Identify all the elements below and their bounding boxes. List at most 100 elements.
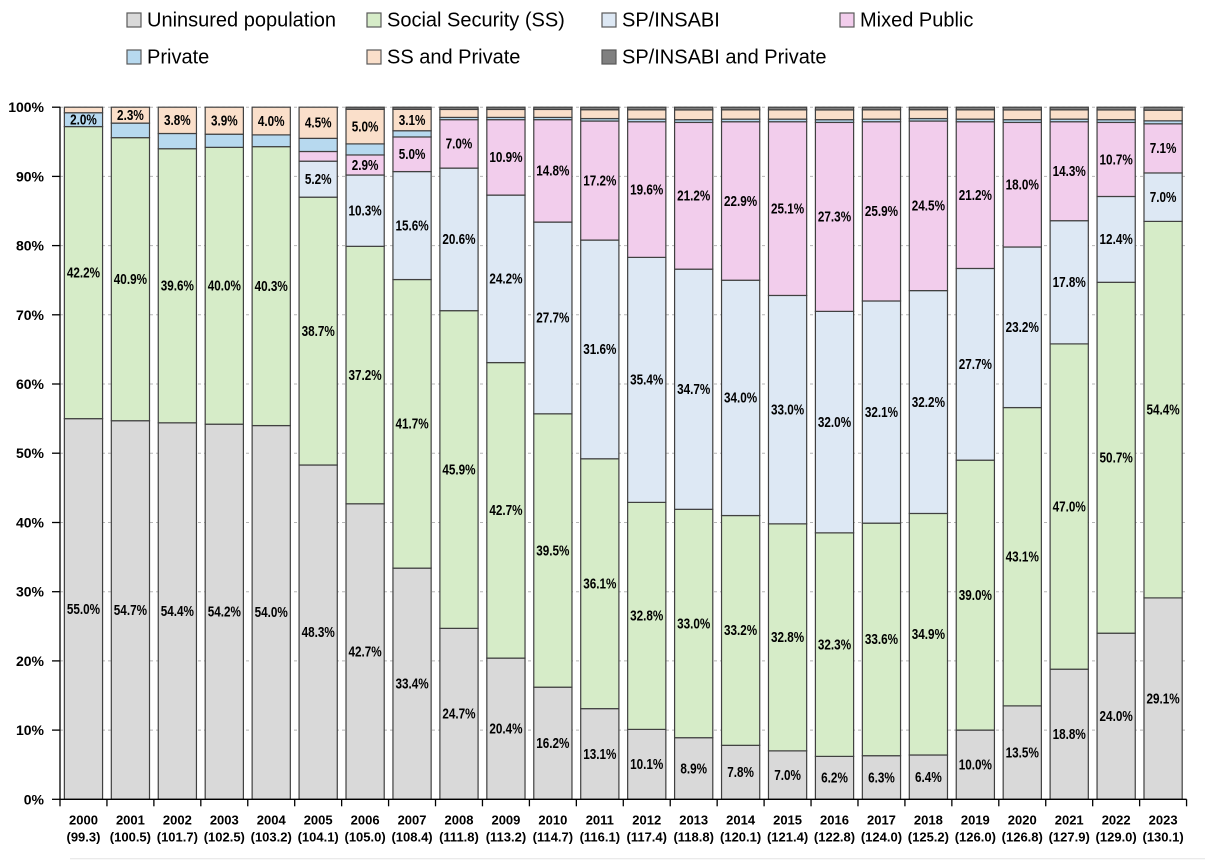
svg-text:32.1%: 32.1% (865, 405, 898, 421)
svg-text:45.9%: 45.9% (442, 462, 475, 478)
svg-text:27.3%: 27.3% (818, 210, 851, 226)
svg-text:(125.2): (125.2) (908, 830, 949, 845)
svg-text:40%: 40% (16, 515, 45, 531)
svg-text:2017: 2017 (867, 813, 896, 828)
svg-text:32.2%: 32.2% (912, 395, 945, 411)
svg-text:7.8%: 7.8% (727, 765, 754, 781)
svg-text:2006: 2006 (351, 813, 380, 828)
svg-text:4.0%: 4.0% (258, 114, 285, 130)
svg-text:24.0%: 24.0% (1100, 709, 1133, 725)
svg-text:18.8%: 18.8% (1053, 727, 1086, 743)
svg-text:18.0%: 18.0% (1006, 178, 1039, 194)
svg-text:3.9%: 3.9% (211, 114, 238, 130)
svg-text:2009: 2009 (491, 813, 520, 828)
svg-text:(113.2): (113.2) (486, 830, 526, 845)
svg-text:50%: 50% (16, 445, 45, 461)
svg-text:24.7%: 24.7% (442, 707, 475, 723)
svg-text:42.7%: 42.7% (349, 644, 382, 660)
svg-text:100%: 100% (8, 99, 44, 115)
svg-text:60%: 60% (16, 376, 45, 392)
svg-text:33.0%: 33.0% (771, 402, 804, 418)
svg-text:10%: 10% (16, 722, 45, 738)
svg-text:24.5%: 24.5% (912, 199, 945, 215)
svg-text:21.2%: 21.2% (677, 189, 710, 205)
svg-text:2004: 2004 (257, 813, 287, 828)
svg-text:37.2%: 37.2% (349, 368, 382, 384)
svg-text:2.9%: 2.9% (352, 158, 379, 174)
svg-text:2012: 2012 (632, 813, 661, 828)
svg-text:31.6%: 31.6% (583, 342, 616, 358)
svg-text:2015: 2015 (773, 813, 802, 828)
svg-text:(105.0): (105.0) (345, 830, 386, 845)
svg-text:2007: 2007 (398, 813, 427, 828)
svg-text:Mixed Public: Mixed Public (860, 10, 973, 32)
svg-text:34.0%: 34.0% (724, 391, 757, 407)
svg-text:(108.4): (108.4) (391, 830, 432, 845)
svg-text:40.9%: 40.9% (114, 272, 147, 288)
svg-text:10.9%: 10.9% (489, 150, 522, 166)
svg-text:7.0%: 7.0% (774, 768, 801, 784)
svg-text:47.0%: 47.0% (1053, 499, 1086, 515)
svg-text:6.2%: 6.2% (821, 771, 848, 787)
svg-text:5.0%: 5.0% (352, 119, 379, 135)
svg-text:20%: 20% (16, 653, 45, 669)
svg-text:(130.1): (130.1) (1142, 830, 1183, 845)
svg-text:33.2%: 33.2% (724, 623, 757, 639)
svg-text:2.3%: 2.3% (117, 108, 144, 124)
svg-text:27.7%: 27.7% (959, 357, 992, 373)
svg-text:23.2%: 23.2% (1006, 320, 1039, 336)
svg-text:(114.7): (114.7) (533, 830, 573, 845)
svg-text:4.5%: 4.5% (305, 116, 332, 132)
svg-text:24.2%: 24.2% (489, 272, 522, 288)
svg-text:(118.8): (118.8) (673, 830, 713, 845)
svg-text:17.2%: 17.2% (583, 173, 616, 189)
svg-text:2016: 2016 (820, 813, 849, 828)
svg-text:42.7%: 42.7% (489, 503, 522, 519)
svg-text:(116.1): (116.1) (580, 830, 620, 845)
svg-text:16.2%: 16.2% (536, 736, 569, 752)
svg-text:2.0%: 2.0% (70, 112, 97, 128)
svg-text:SP/INSABI and Private: SP/INSABI and Private (622, 47, 827, 69)
svg-text:39.6%: 39.6% (161, 279, 194, 295)
svg-text:3.8%: 3.8% (164, 113, 191, 129)
svg-text:(117.4): (117.4) (627, 830, 667, 845)
svg-text:2000: 2000 (69, 813, 98, 828)
svg-text:14.3%: 14.3% (1053, 164, 1086, 180)
svg-text:0%: 0% (24, 791, 45, 807)
svg-text:42.2%: 42.2% (67, 265, 100, 281)
svg-text:7.0%: 7.0% (446, 137, 473, 153)
svg-text:(102.5): (102.5) (204, 830, 245, 845)
svg-text:19.6%: 19.6% (630, 182, 663, 198)
svg-text:32.8%: 32.8% (771, 630, 804, 646)
svg-text:20.4%: 20.4% (489, 722, 522, 738)
svg-text:54.4%: 54.4% (161, 604, 194, 620)
svg-text:SS and Private: SS and Private (387, 47, 520, 69)
svg-text:38.7%: 38.7% (302, 324, 335, 340)
svg-text:7.0%: 7.0% (1150, 190, 1177, 206)
svg-text:34.9%: 34.9% (912, 627, 945, 643)
svg-text:2013: 2013 (679, 813, 708, 828)
svg-text:6.3%: 6.3% (868, 770, 895, 786)
svg-text:36.1%: 36.1% (583, 577, 616, 593)
svg-text:48.3%: 48.3% (302, 625, 335, 641)
svg-text:(100.5): (100.5) (110, 830, 151, 845)
svg-text:Social Security (SS): Social Security (SS) (387, 10, 565, 32)
svg-text:54.7%: 54.7% (114, 603, 147, 619)
svg-text:SP/INSABI: SP/INSABI (622, 10, 720, 32)
svg-text:8.9%: 8.9% (680, 761, 707, 777)
svg-text:Private: Private (147, 47, 209, 69)
svg-text:10.3%: 10.3% (349, 203, 382, 219)
svg-text:34.7%: 34.7% (677, 382, 710, 398)
svg-text:17.8%: 17.8% (1053, 275, 1086, 291)
svg-text:54.0%: 54.0% (255, 605, 288, 621)
svg-text:2008: 2008 (445, 813, 474, 828)
svg-text:80%: 80% (16, 238, 45, 254)
svg-text:33.6%: 33.6% (865, 632, 898, 648)
svg-text:6.4%: 6.4% (915, 770, 942, 786)
svg-text:2020: 2020 (1008, 813, 1037, 828)
svg-text:(127.9): (127.9) (1049, 830, 1090, 845)
svg-text:(103.2): (103.2) (251, 830, 292, 845)
svg-text:14.8%: 14.8% (536, 164, 569, 180)
svg-text:54.2%: 54.2% (208, 605, 241, 621)
svg-text:(101.7): (101.7) (157, 830, 198, 845)
